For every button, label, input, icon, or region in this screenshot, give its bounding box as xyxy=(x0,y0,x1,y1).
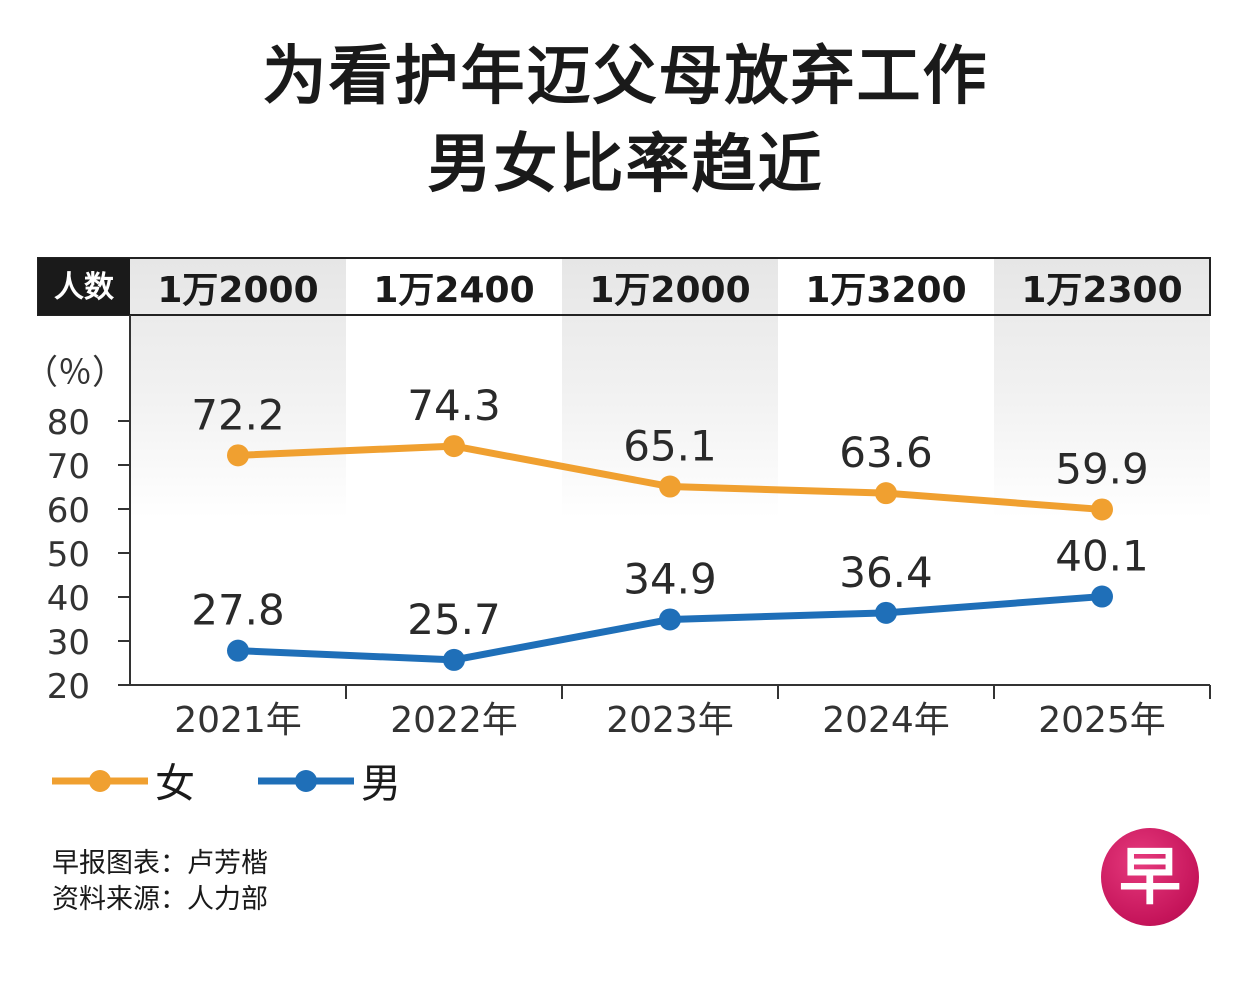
data-label-male-4: 36.4 xyxy=(839,548,933,597)
legend-female-label: 女 xyxy=(155,761,195,807)
y-tick-label-80: 80 xyxy=(47,403,90,443)
data-point-female-2 xyxy=(443,435,465,458)
data-point-male-1 xyxy=(227,639,249,662)
y-tick-label-20: 20 xyxy=(47,667,90,707)
data-point-male-5 xyxy=(1091,585,1113,608)
column-band-5 xyxy=(994,258,1210,518)
y-axis-unit-label: （％） xyxy=(24,353,126,393)
data-label-female-2: 74.3 xyxy=(407,381,501,430)
legend: 女 男 xyxy=(52,761,401,807)
x-tick-label-2: 2022年 xyxy=(390,700,518,741)
credit-chart-author: 早报图表：卢芳楷 xyxy=(52,848,268,879)
data-point-female-3 xyxy=(659,475,681,498)
line-chart: 人数 1万2000 1万2400 1万2000 1万3200 1万2300 （％） 80… xyxy=(24,257,1211,807)
header-count-3: 1万2000 xyxy=(589,270,750,311)
y-tick-label-60: 60 xyxy=(47,491,90,531)
header-count-5: 1万2300 xyxy=(1021,270,1182,311)
data-label-female-1: 72.2 xyxy=(191,390,285,439)
x-tick-label-3: 2023年 xyxy=(606,700,734,741)
x-tick-label-4: 2024年 xyxy=(822,700,950,741)
data-point-female-1 xyxy=(227,444,249,467)
data-point-female-4 xyxy=(875,482,897,505)
data-point-female-5 xyxy=(1091,498,1113,521)
data-point-male-2 xyxy=(443,648,465,671)
y-tick-label-70: 70 xyxy=(47,447,90,487)
header-count-1: 1万2000 xyxy=(157,270,318,311)
zaobao-logo: 早 xyxy=(1101,828,1199,926)
data-label-male-1: 27.8 xyxy=(191,586,285,635)
legend-male-label: 男 xyxy=(361,761,401,807)
data-point-male-3 xyxy=(659,608,681,631)
header-count-2: 1万2400 xyxy=(373,270,534,311)
y-tick-label-50: 50 xyxy=(47,535,90,575)
header-count-label: 人数 xyxy=(54,270,115,305)
header-count-4: 1万3200 xyxy=(805,270,966,311)
legend-male-marker xyxy=(295,770,317,792)
data-label-male-2: 25.7 xyxy=(407,595,501,644)
y-tick-label-30: 30 xyxy=(47,623,90,663)
x-tick-label-1: 2021年 xyxy=(174,700,302,741)
chart-title-line1: 为看护年迈父母放弃工作 xyxy=(262,40,989,114)
data-label-male-5: 40.1 xyxy=(1055,532,1149,581)
credit-data-source: 资料来源：人力部 xyxy=(52,884,268,915)
data-label-female-4: 63.6 xyxy=(839,428,933,477)
data-label-male-3: 34.9 xyxy=(623,554,717,603)
data-point-male-4 xyxy=(875,601,897,624)
chart-title-line2: 男女比率趋近 xyxy=(427,128,824,202)
legend-female-marker xyxy=(89,770,111,792)
header-bar: 人数 xyxy=(37,257,1211,316)
data-label-female-5: 59.9 xyxy=(1055,444,1149,493)
x-tick-label-5: 2025年 xyxy=(1038,700,1166,741)
y-tick-label-40: 40 xyxy=(47,579,90,619)
column-band-1 xyxy=(130,258,346,518)
data-label-female-3: 65.1 xyxy=(623,422,717,471)
